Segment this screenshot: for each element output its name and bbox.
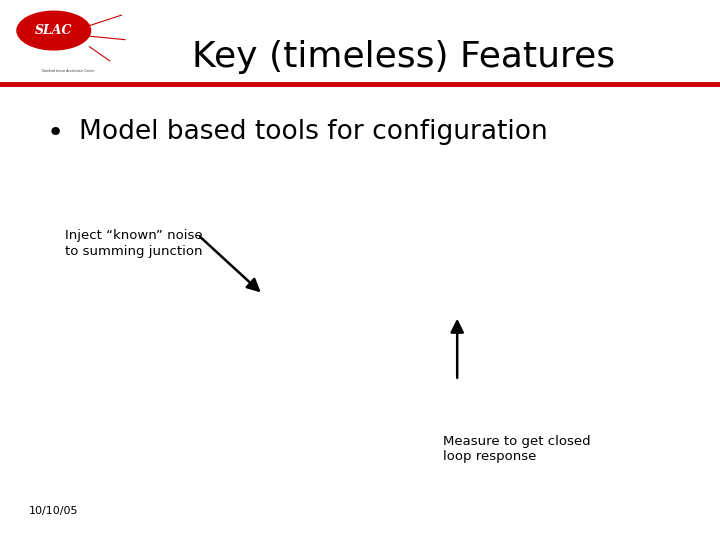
- Ellipse shape: [17, 11, 91, 50]
- Text: •: •: [47, 119, 64, 147]
- Text: Stanford Linear Accelerator Center: Stanford Linear Accelerator Center: [42, 69, 94, 73]
- Text: Measure to get closed
loop response: Measure to get closed loop response: [443, 435, 590, 463]
- Text: SLAC: SLAC: [35, 24, 73, 37]
- Text: Key (timeless) Features: Key (timeless) Features: [192, 40, 615, 75]
- Text: Inject “known” noise
to summing junction: Inject “known” noise to summing junction: [65, 230, 202, 258]
- Text: Model based tools for configuration: Model based tools for configuration: [79, 119, 548, 145]
- Text: 10/10/05: 10/10/05: [29, 505, 78, 516]
